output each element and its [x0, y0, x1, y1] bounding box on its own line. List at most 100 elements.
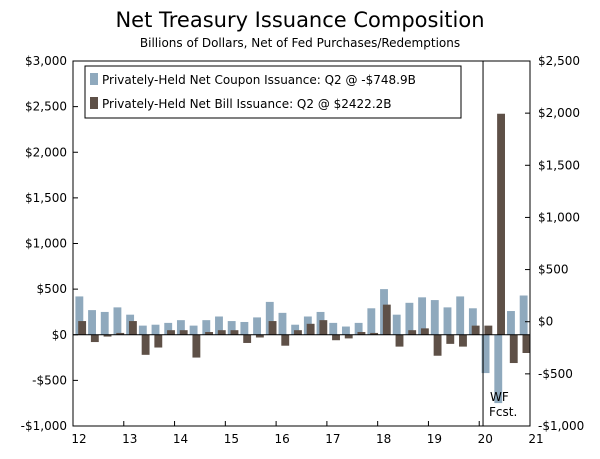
bar-bill — [167, 330, 175, 335]
bar-coupon — [443, 307, 452, 335]
bar-coupon — [227, 321, 236, 335]
bar-bill — [230, 330, 239, 335]
left-tick-label: $0 — [52, 328, 67, 342]
bar-bill — [344, 334, 353, 339]
bar-coupon — [215, 316, 223, 335]
left-tick-label: $2,500 — [25, 100, 67, 114]
bar-coupon — [75, 296, 84, 335]
bar-bill — [306, 323, 315, 335]
annotation-fcst: Fcst. — [489, 405, 517, 419]
bar-bill — [395, 334, 404, 347]
bar-coupon — [341, 326, 350, 335]
right-tick-label: $2,000 — [538, 106, 580, 120]
bar-coupon — [494, 334, 503, 404]
x-tick-label: 21 — [528, 432, 543, 446]
bar-coupon — [392, 314, 401, 335]
x-tick-label: 20 — [478, 432, 493, 446]
bar-coupon — [278, 312, 287, 335]
x-tick-label: 15 — [224, 432, 239, 446]
bar-bill — [243, 334, 252, 343]
bar-bill — [179, 330, 188, 335]
bar-coupon — [176, 320, 185, 335]
left-tick-label: $1,500 — [25, 191, 67, 205]
right-tick-label: $2,500 — [538, 54, 580, 68]
bar-coupon — [240, 321, 249, 335]
bar-bill — [90, 334, 99, 343]
bar-coupon — [519, 295, 528, 335]
bar-bill — [294, 330, 302, 335]
bar-coupon — [430, 300, 439, 335]
bar-coupon — [481, 334, 490, 374]
bar-bill — [370, 332, 379, 335]
bar-bill — [509, 334, 518, 364]
legend-swatch-coupon — [90, 73, 98, 85]
left-tick-label: $2,000 — [25, 145, 67, 159]
right-tick-label: -$500 — [538, 367, 573, 381]
right-tick-label: $1,000 — [538, 210, 580, 224]
x-tick-label: 12 — [71, 432, 86, 446]
bar-bill — [484, 325, 493, 335]
bar-coupon — [164, 322, 173, 335]
bar-bill — [332, 334, 340, 341]
x-tick-label: 14 — [173, 432, 188, 446]
bar-coupon — [202, 320, 211, 335]
bar-coupon — [507, 311, 515, 335]
bar-coupon — [189, 325, 198, 335]
bar-bill — [420, 328, 429, 335]
annotation-wf: WF — [490, 390, 509, 404]
bar-coupon — [418, 297, 427, 335]
chart-title: Net Treasury Issuance Composition — [115, 8, 485, 32]
bar-bill — [382, 304, 391, 335]
bar-coupon — [88, 310, 96, 335]
bar-bill — [471, 325, 480, 335]
bar-bill — [268, 321, 277, 335]
bar-coupon — [367, 308, 376, 335]
bar-bill — [255, 334, 264, 338]
bar-coupon — [113, 307, 122, 335]
left-tick-label: -$500 — [32, 373, 67, 387]
bar-bill — [217, 330, 226, 335]
x-tick-label: 13 — [122, 432, 137, 446]
bar-bill — [141, 334, 150, 355]
legend: Privately-Held Net Coupon Issuance: Q2 @… — [84, 65, 462, 119]
bar-bill — [357, 332, 366, 335]
bar-bill — [192, 334, 201, 358]
right-tick-label: -$1,000 — [538, 419, 584, 433]
bar-bill — [408, 330, 417, 335]
bar-bill — [116, 332, 125, 335]
legend-label-coupon: Privately-Held Net Coupon Issuance: Q2 @… — [102, 73, 416, 87]
right-tick-label: $1,500 — [538, 158, 580, 172]
bar-coupon — [151, 324, 160, 335]
x-tick-label: 17 — [325, 432, 340, 446]
left-tick-label: $500 — [36, 282, 67, 296]
x-tick-label: 19 — [427, 432, 442, 446]
chart-subtitle: Billions of Dollars, Net of Fed Purchase… — [139, 36, 461, 50]
bar-coupon — [253, 317, 262, 335]
left-tick-label: $1,000 — [25, 237, 67, 251]
bar-bill — [497, 113, 505, 335]
bar-bill — [281, 334, 290, 346]
legend-label-bill: Privately-Held Net Bill Issuance: Q2 @ $… — [102, 97, 392, 111]
legend-swatch-bill — [90, 97, 98, 109]
bar-bill — [319, 320, 328, 335]
bar-bill — [154, 334, 163, 348]
bars-layer — [75, 113, 531, 404]
x-tick-label: 16 — [274, 432, 289, 446]
right-tick-label: $0 — [538, 315, 553, 329]
bar-coupon — [456, 296, 465, 335]
bar-bill — [128, 321, 137, 335]
left-tick-label: -$1,000 — [21, 419, 67, 433]
bar-bill — [522, 334, 531, 353]
bar-coupon — [329, 322, 338, 335]
bar-coupon — [468, 308, 477, 335]
bar-coupon — [138, 325, 147, 335]
bar-bill — [78, 321, 87, 335]
x-tick-label: 18 — [376, 432, 391, 446]
bar-bill — [433, 334, 442, 356]
bar-bill — [103, 334, 112, 337]
bar-coupon — [354, 322, 363, 335]
bar-bill — [459, 334, 467, 347]
legend-box — [84, 65, 462, 119]
bar-coupon — [405, 302, 414, 335]
right-tick-label: $500 — [538, 263, 569, 277]
